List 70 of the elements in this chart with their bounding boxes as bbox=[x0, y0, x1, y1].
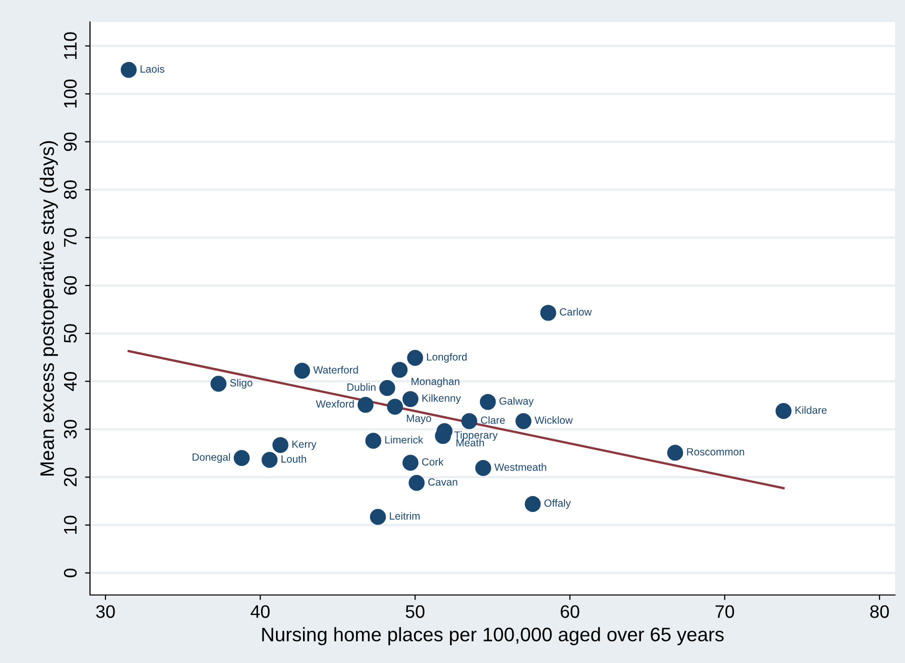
annotation: Dublin bbox=[347, 383, 376, 391]
annotation: Waterford bbox=[313, 366, 358, 374]
point bbox=[667, 444, 684, 461]
point bbox=[402, 454, 418, 471]
y-tick-label: 100 bbox=[64, 80, 77, 108]
annotation: Donegal bbox=[192, 453, 230, 463]
y-tick-label: 50 bbox=[64, 324, 77, 343]
point bbox=[402, 391, 418, 408]
x-tick-label: 80 bbox=[870, 605, 889, 618]
x-tick-label: 50 bbox=[406, 605, 424, 618]
y-tick-label: 70 bbox=[64, 228, 77, 247]
point bbox=[480, 394, 496, 410]
x-tick-label: 60 bbox=[560, 605, 580, 618]
point bbox=[234, 450, 250, 466]
point bbox=[210, 376, 226, 392]
annotation: Roscommon bbox=[687, 448, 744, 456]
annotation: Galway bbox=[499, 397, 534, 407]
point bbox=[461, 413, 478, 430]
annotation: Wexford bbox=[316, 400, 354, 408]
annotation: Leitrim bbox=[390, 512, 420, 520]
point bbox=[294, 362, 310, 379]
annotation: Westmeath bbox=[494, 463, 546, 471]
y-axis-title: Mean excess postoperative stay (days) bbox=[40, 141, 58, 476]
x-axis-title: Nursing home places per 100,000 aged over 65 years bbox=[262, 627, 724, 646]
annotation: Kerry bbox=[292, 440, 316, 450]
point bbox=[120, 62, 137, 78]
annotation: Clare bbox=[480, 416, 505, 424]
point bbox=[515, 413, 532, 430]
annotation: Kildare bbox=[796, 406, 827, 414]
annotation: Monaghan bbox=[412, 377, 460, 388]
annotation: Sligo bbox=[230, 378, 252, 389]
point bbox=[407, 350, 424, 366]
point bbox=[370, 508, 386, 525]
y-tick-label: 80 bbox=[64, 180, 77, 199]
annotation: Wicklow bbox=[534, 416, 573, 424]
point bbox=[540, 304, 556, 321]
point bbox=[272, 437, 288, 454]
point bbox=[392, 362, 408, 378]
y-tick-label: 0 bbox=[64, 568, 77, 578]
point bbox=[379, 380, 396, 396]
x-tick-label: 30 bbox=[96, 605, 115, 618]
annotation: Longford bbox=[427, 352, 467, 363]
y-tick-label: 40 bbox=[64, 372, 77, 391]
y-tick-label: 60 bbox=[64, 276, 77, 295]
annotation: Laois bbox=[140, 65, 164, 73]
annotation: Kilkenny bbox=[422, 394, 461, 404]
annotation: Cavan bbox=[428, 478, 458, 486]
x-tick-label: 40 bbox=[250, 605, 270, 618]
point bbox=[262, 452, 278, 468]
annotation: Tipperary bbox=[454, 431, 498, 441]
y-tick-label: 20 bbox=[64, 468, 77, 486]
annotation: Louth bbox=[282, 455, 306, 463]
annotation: Mayo bbox=[406, 414, 432, 424]
point bbox=[475, 460, 492, 476]
point bbox=[776, 403, 792, 420]
point bbox=[524, 496, 541, 512]
point bbox=[386, 398, 403, 415]
point bbox=[358, 396, 374, 413]
annotation: Offaly bbox=[544, 499, 571, 509]
y-tick-label: 30 bbox=[64, 420, 77, 439]
annotation: Carlow bbox=[560, 308, 592, 316]
x-tick-label: 70 bbox=[716, 605, 734, 618]
y-tick-label: 90 bbox=[64, 132, 77, 151]
y-tick-label: 110 bbox=[64, 32, 77, 59]
y-tick-label: 10 bbox=[64, 516, 77, 534]
annotation: Cork bbox=[422, 458, 444, 466]
annotation: Limerick bbox=[385, 436, 424, 444]
point bbox=[408, 474, 425, 491]
point bbox=[365, 432, 382, 449]
annotation: Meath bbox=[456, 438, 484, 446]
